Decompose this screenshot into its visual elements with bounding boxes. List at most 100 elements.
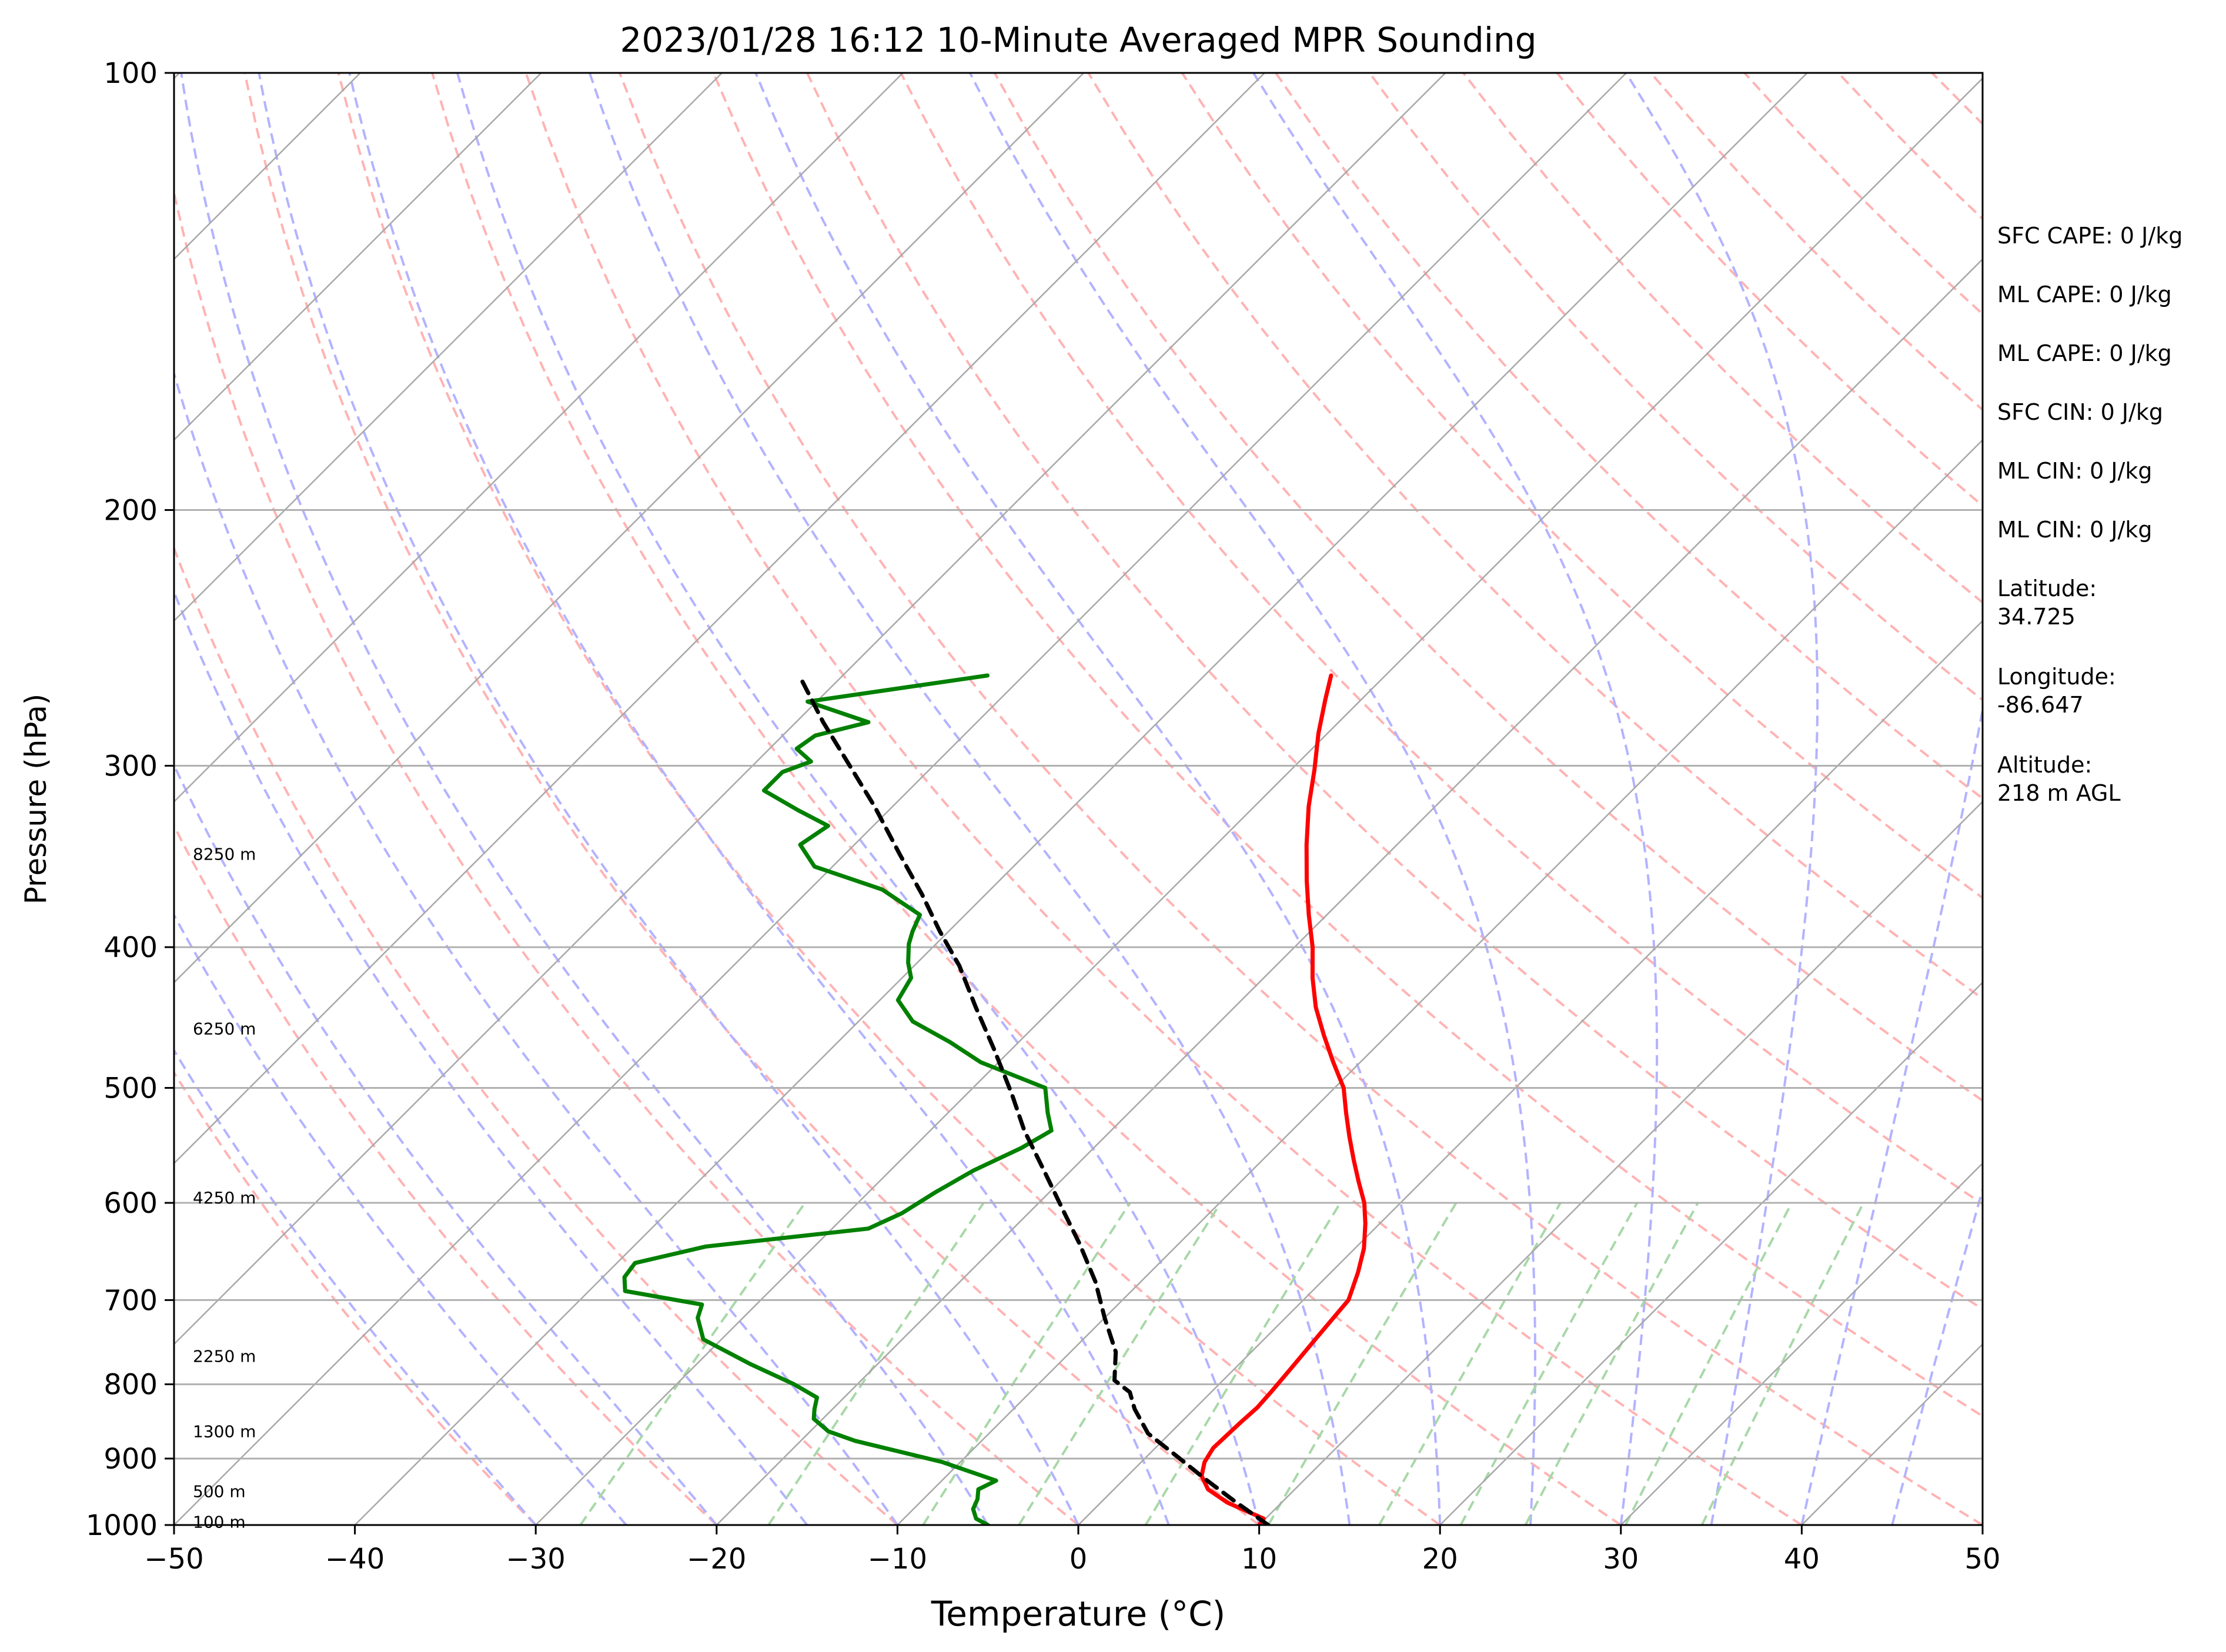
- mixing-ratio-line: [1524, 1202, 1699, 1525]
- moist-adiabat: [174, 588, 808, 1525]
- isotherm: [174, 73, 1085, 984]
- isotherm: [174, 73, 723, 622]
- isotherm: [897, 439, 1983, 1525]
- dry-adiabat: [900, 73, 1983, 1206]
- moist-adiabat: [1252, 73, 1659, 1525]
- height-label: 2250 m: [193, 1347, 256, 1366]
- dry-adiabat: [524, 73, 1803, 1525]
- isotherm: [1439, 981, 1983, 1525]
- y-tick-label: 1000: [86, 1509, 158, 1542]
- dewpoint-line: [622, 673, 1054, 1525]
- height-label: 1300 m: [193, 1422, 256, 1442]
- moist-adiabat: [174, 763, 718, 1525]
- y-tick-label: 700: [103, 1284, 158, 1317]
- info-annotation: ML CIN: 0 J/kg: [1997, 458, 2152, 484]
- isotherm: [174, 73, 1265, 1165]
- isotherm: [535, 77, 1983, 1525]
- y-tick-label: 100: [103, 57, 158, 90]
- info-annotation: ML CIN: 0 J/kg: [1997, 517, 2152, 543]
- isotherm: [174, 73, 904, 803]
- y-tick-label: 600: [103, 1187, 158, 1220]
- info-annotation: Altitude: 218 m AGL: [1997, 752, 2121, 806]
- axes: −50 −40 −30 −20 −10 0 10 20 30 40 50 100 200 300 400 50…: [86, 57, 2001, 1576]
- sounding-info-panel: SFC CAPE: 0 J/kg ML CAPE: 0 J/kg ML CAPE: …: [1997, 223, 2182, 806]
- x-tick-label: 10: [1241, 1543, 1277, 1576]
- isotherm: [1078, 620, 1983, 1525]
- isotherm: [354, 73, 1808, 1525]
- moist-adiabat: [258, 73, 1079, 1525]
- dry-adiabat: [619, 73, 1983, 1525]
- moist-adiabat: [1891, 1185, 1983, 1525]
- isotherm: [1258, 800, 1983, 1525]
- height-labels: 8250 m 6250 m 4250 m 2250 m 1300 m 500 m 100 m: [193, 844, 256, 1531]
- chart-title: 2023/01/28 16:12 10-Minute Averaged MPR …: [620, 20, 1536, 60]
- background-lines: [174, 73, 1983, 1525]
- dry-adiabat: [174, 188, 1079, 1525]
- info-annotation: Longitude: -86.647: [1997, 664, 2116, 718]
- dry-adiabat: [431, 73, 1622, 1525]
- height-label: 100 m: [193, 1513, 246, 1532]
- x-tick-label: −30: [506, 1543, 566, 1576]
- moist-adiabat: [174, 1048, 537, 1525]
- moist-adiabat: [968, 73, 1536, 1525]
- moist-adiabat: [1800, 703, 1983, 1525]
- isotherm: [174, 73, 1446, 1346]
- x-axis-label: Temperature (°C): [931, 1594, 1226, 1634]
- moist-adiabat: [348, 73, 1170, 1525]
- x-tick-label: 40: [1784, 1543, 1820, 1576]
- x-tick-label: −40: [325, 1543, 385, 1576]
- x-tick-label: 20: [1422, 1543, 1458, 1576]
- isotherm: [1620, 1162, 1983, 1525]
- x-tick-label: −20: [687, 1543, 746, 1576]
- moist-adiabat: [754, 73, 1442, 1525]
- moist-adiabat: [174, 912, 627, 1525]
- mixing-ratio-line: [1378, 1202, 1562, 1525]
- y-tick-label: 900: [103, 1443, 158, 1476]
- isotherm: [174, 73, 542, 442]
- moist-adiabat: [180, 73, 989, 1525]
- info-annotation: SFC CIN: 0 J/kg: [1997, 399, 2163, 425]
- dry-adiabat: [993, 73, 1983, 1102]
- isotherm: [716, 258, 1983, 1525]
- height-label: 500 m: [193, 1482, 246, 1501]
- y-axis-label: Pressure (hPa): [19, 694, 53, 905]
- dry-adiabat: [805, 73, 1983, 1311]
- isotherm: [174, 73, 1627, 1525]
- y-tick-label: 500: [103, 1072, 158, 1105]
- x-tick-label: 0: [1069, 1543, 1088, 1576]
- info-annotation: Latitude: 34.725: [1997, 576, 2097, 630]
- series-layer: [622, 673, 1368, 1525]
- y-tick-label: 300: [103, 750, 158, 782]
- height-label: 4250 m: [193, 1188, 256, 1208]
- y-tick-label: 400: [103, 931, 158, 964]
- info-annotation: ML CAPE: 0 J/kg: [1997, 282, 2172, 307]
- pressure-gridlines: [174, 509, 1983, 1460]
- dry-adiabat: [712, 73, 1983, 1418]
- dry-adiabat: [174, 1070, 537, 1525]
- y-tick-label: 200: [103, 494, 158, 527]
- x-tick-label: −10: [868, 1543, 927, 1576]
- x-tick-label: 30: [1603, 1543, 1639, 1576]
- dry-adiabat: [174, 545, 898, 1525]
- mixing-ratio-line: [1144, 1202, 1342, 1525]
- moist-adiabat: [1625, 73, 1819, 1525]
- mixing-ratio-line: [1267, 1202, 1458, 1525]
- dry-adiabat: [1181, 73, 1983, 899]
- temperature-line: [1199, 673, 1368, 1525]
- dry-adiabat: [1087, 73, 1983, 1000]
- moist-adiabat: [174, 369, 899, 1525]
- moist-adiabat: [588, 73, 1351, 1525]
- x-tick-label: −50: [144, 1543, 203, 1576]
- dry-adiabat: [1275, 73, 1983, 800]
- dry-adiabat: [243, 73, 1260, 1525]
- height-label: 6250 m: [193, 1019, 256, 1038]
- dry-adiabat: [1368, 73, 1983, 702]
- info-annotation: ML CAPE: 0 J/kg: [1997, 340, 2172, 366]
- height-label: 8250 m: [193, 844, 256, 864]
- dry-adiabat: [337, 73, 1441, 1525]
- y-tick-label: 800: [103, 1369, 158, 1402]
- x-tick-label: 50: [1964, 1543, 2000, 1576]
- parcel-line: [800, 678, 1271, 1525]
